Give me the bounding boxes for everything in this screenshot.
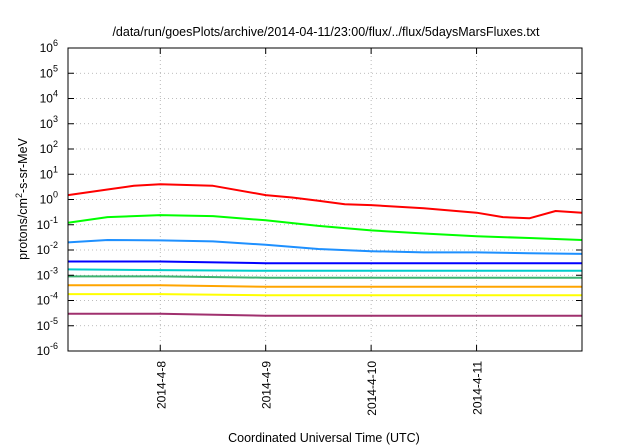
- series-line-1: [67, 183, 583, 220]
- series-line-3: [67, 239, 583, 255]
- series-line-6: [68, 275, 582, 279]
- x-tick-label: 2014-4-11: [471, 361, 485, 415]
- series-line-9: [68, 312, 582, 317]
- x-tick-label: 2014-4-8: [154, 361, 168, 409]
- y-tick-label: 10-6: [37, 341, 58, 358]
- grid: [68, 48, 582, 351]
- y-tick-label: 105: [40, 63, 58, 80]
- y-tick-label: 103: [40, 114, 58, 131]
- y-tick-label: 102: [40, 139, 58, 156]
- y-tick-label: 10-1: [37, 215, 58, 232]
- y-axis-label: protons/cm2-s-sr-MeV: [14, 137, 30, 259]
- y-tick-label: 10-2: [37, 240, 58, 257]
- y-tick-label: 10-4: [37, 291, 58, 308]
- y-tick-label: 100: [40, 190, 58, 207]
- chart-title: /data/run/goesPlots/archive/2014-04-11/2…: [112, 25, 540, 39]
- x-tick-label: 2014-4-10: [365, 361, 379, 416]
- x-axis-label: Coordinated Universal Time (UTC): [228, 431, 420, 445]
- y-tick-label: 10-5: [37, 316, 58, 333]
- y-tick-labels: 10-6 10-5 10-4 10-3 10-2 10-1 100 101 102 103 104 1…: [37, 38, 58, 358]
- y-tick-label: 101: [40, 164, 58, 181]
- series-line-5: [67, 268, 582, 272]
- y-tick-label: 104: [40, 89, 58, 106]
- axis-ticks: [68, 47, 582, 352]
- series-line-8: [68, 293, 582, 297]
- series-lines: [67, 183, 583, 317]
- series-line-4: [68, 260, 582, 265]
- x-tick-labels: 2014-4-8 2014-4-9 2014-4-10 2014-4-11: [154, 361, 484, 416]
- x-tick-label: 2014-4-9: [260, 361, 274, 409]
- y-tick-label: 10-3: [37, 265, 58, 282]
- series-line-2: [67, 214, 583, 241]
- series-line-7: [68, 284, 582, 288]
- y-tick-label: 106: [40, 38, 58, 55]
